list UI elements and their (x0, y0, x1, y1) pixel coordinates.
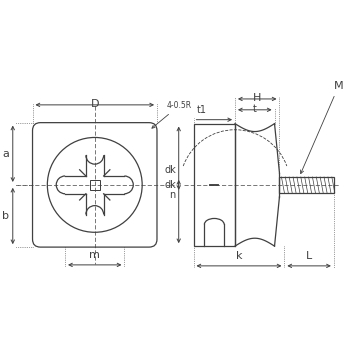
Text: a: a (2, 149, 9, 159)
Bar (90, 180, 100, 190)
Text: dk: dk (164, 180, 176, 190)
Bar (194, 124, 235, 246)
Bar (279, 177, 334, 193)
Text: D: D (91, 99, 99, 109)
Text: 4-0.5R: 4-0.5R (152, 101, 192, 128)
Text: m: m (89, 250, 100, 260)
Text: t1: t1 (196, 105, 206, 115)
Circle shape (47, 138, 142, 232)
Text: t: t (253, 104, 257, 114)
Text: L: L (306, 251, 312, 261)
Text: M: M (301, 81, 343, 174)
Text: n: n (169, 190, 176, 200)
Text: dk: dk (164, 165, 176, 175)
Text: k: k (236, 251, 242, 261)
Text: b: b (2, 211, 9, 221)
Text: H: H (253, 93, 261, 103)
FancyBboxPatch shape (33, 122, 157, 247)
